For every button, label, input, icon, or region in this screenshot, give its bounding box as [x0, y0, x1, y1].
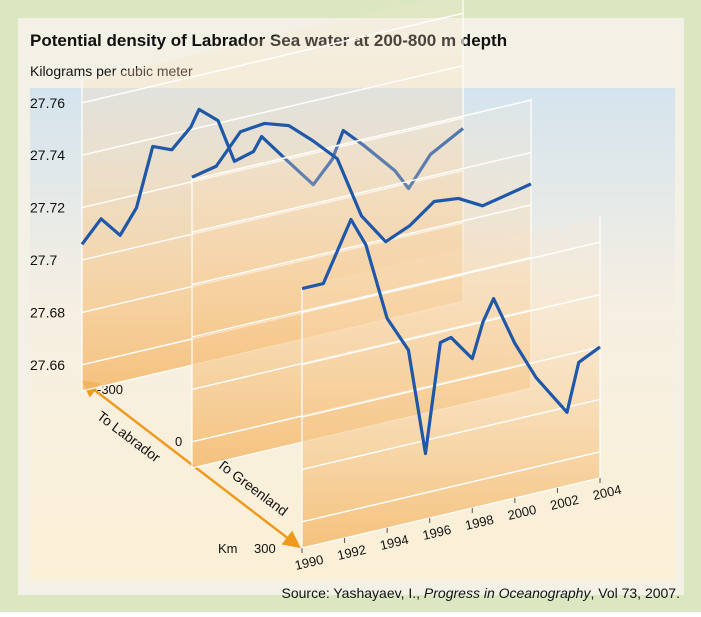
km-tick-label: 300 — [254, 541, 276, 556]
x-tick-label: 2000 — [506, 502, 538, 523]
y-tick-label: 27.72 — [30, 200, 65, 216]
km-label: Km — [218, 541, 238, 556]
grid-line — [301, 241, 601, 313]
grid-line — [301, 398, 601, 471]
y-tick-label: 27.74 — [30, 147, 65, 163]
y-tick-label: 27.66 — [30, 357, 65, 373]
x-tick-label: 1996 — [421, 522, 453, 543]
grid-line — [81, 64, 464, 156]
line — [301, 217, 601, 456]
source-prefix: Source: Yashayaev, I., — [282, 585, 424, 601]
x-tick-label: 2004 — [591, 482, 623, 503]
line — [191, 121, 532, 244]
grid-line — [301, 346, 601, 418]
y-tick-label: 27.68 — [30, 304, 65, 320]
x-tick-label: 1992 — [336, 542, 368, 563]
grid-line — [301, 293, 601, 366]
grid-line — [81, 12, 464, 104]
y-tick-label: 27.7 — [30, 252, 57, 268]
source-suffix: , Vol 73, 2007. — [590, 585, 680, 601]
plot: 27.6627.6827.727.7227.7427.76-3000300KmT… — [30, 0, 623, 573]
x-tick-label: 1998 — [464, 512, 496, 533]
grid-line — [191, 99, 532, 181]
km-tick-label: 0 — [175, 434, 182, 449]
x-tick-label: 1990 — [293, 552, 325, 573]
grid-line — [301, 451, 601, 523]
source-journal: Progress in Oceanography — [424, 585, 592, 601]
y-tick-label: 27.76 — [30, 95, 65, 111]
grid-line — [191, 204, 532, 286]
grid-line — [191, 151, 532, 233]
km-axis — [81, 379, 301, 549]
x-tick-label: 1994 — [378, 532, 410, 553]
source: Source: Yashayaev, I., Progress in Ocean… — [282, 585, 681, 601]
x-tick-label: 2002 — [549, 492, 581, 513]
